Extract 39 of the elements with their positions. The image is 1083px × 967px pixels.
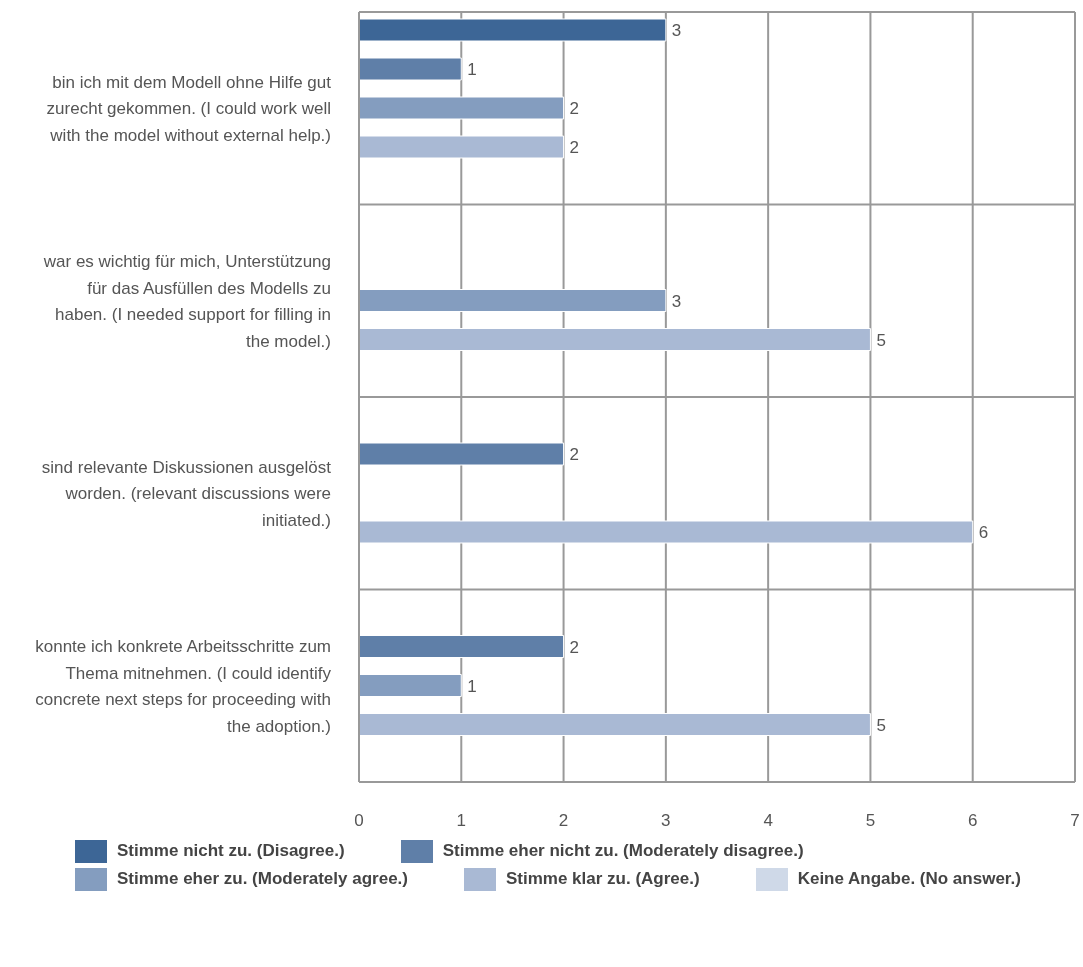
- bar: [359, 328, 871, 351]
- y-tick-label: bin ich mit dem Modell ohne Hilfe gut zurecht gekommen. (I could work well with the model without external help.): [46, 72, 332, 145]
- x-tick-label: 7: [1070, 811, 1080, 831]
- data-label: 1: [467, 676, 477, 696]
- y-tick-label: war es wichtig für mich, Unterstützung für das Ausfüllen des Modells zu haben. (I needed support for filling in the model.): [42, 251, 331, 350]
- legend-label: Stimme eher zu. (Moderately agree.): [117, 869, 408, 889]
- data-label: 3: [671, 291, 682, 311]
- data-label: 6: [978, 523, 989, 543]
- bar: [359, 520, 974, 544]
- data-label: 2: [569, 138, 580, 158]
- bar: [359, 135, 565, 159]
- data-label: 5: [876, 330, 886, 350]
- data-label: 2: [569, 637, 580, 657]
- y-tick-label: konnte ich konkrete Arbeitsschritte zum Thema mitnehmen. (I could identify concrete next steps for proceeding with the adoption.): [35, 636, 332, 735]
- bar: [359, 18, 667, 42]
- data-label: 5: [876, 715, 886, 735]
- bar: [359, 96, 565, 120]
- bar: [359, 713, 871, 736]
- bar: [359, 635, 565, 658]
- bar: [359, 442, 565, 466]
- data-label: 1: [467, 60, 477, 80]
- legend-label: Stimme klar zu. (Agree.): [505, 869, 700, 889]
- data-label: 2: [569, 99, 580, 119]
- data-label: 2: [569, 445, 580, 465]
- x-tick-label: 0: [354, 811, 364, 831]
- legend-label: Stimme nicht zu. (Disagree.): [117, 841, 345, 861]
- bar: [359, 674, 462, 697]
- bar: [359, 57, 462, 81]
- data-label: 3: [671, 21, 682, 41]
- bar: [359, 289, 667, 312]
- legend-label: Stimme eher nicht zu. (Moderately disagree.): [442, 841, 804, 861]
- x-tick-label: 1: [456, 811, 467, 831]
- x-tick-label: 6: [967, 811, 978, 831]
- legend-label: Keine Angabe. (No answer.): [797, 869, 1021, 889]
- x-tick-label: 3: [661, 811, 671, 831]
- x-tick-label: 4: [763, 811, 773, 831]
- y-tick-label: sind relevante Diskussionen ausgelöst worden. (relevant discussions were initiated.): [41, 457, 332, 530]
- x-tick-label: 2: [558, 811, 569, 831]
- x-tick-label: 5: [865, 811, 876, 831]
